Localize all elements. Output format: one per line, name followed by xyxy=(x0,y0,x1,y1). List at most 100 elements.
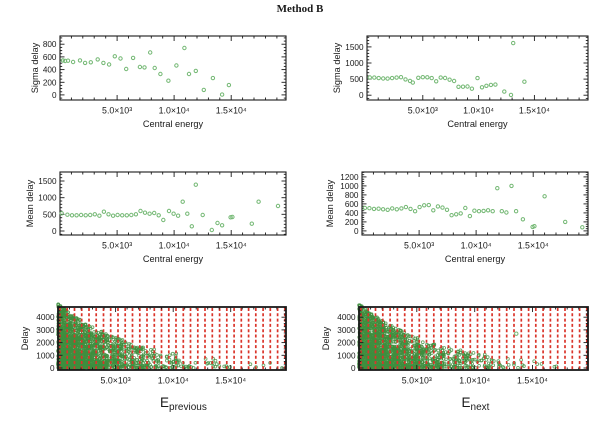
plot-delay-vs-e-previous: 5.0×10³ 1.0×10⁴ 1.5×10⁴ 0 1000 2000 3000 4000 De… xyxy=(20,302,287,413)
data-point xyxy=(463,205,468,211)
cloud-point xyxy=(427,356,432,361)
y-tick-label: 0 xyxy=(52,91,57,100)
cloud-point xyxy=(484,358,489,362)
data-point xyxy=(456,84,461,90)
cloud-point xyxy=(363,320,368,324)
data-point xyxy=(118,56,123,61)
cloud-point xyxy=(368,314,372,319)
cloud-point xyxy=(120,352,124,357)
cloud-point xyxy=(400,335,404,340)
cloud-point xyxy=(519,358,523,362)
data-point xyxy=(389,75,395,81)
cloud-point xyxy=(86,325,90,330)
cloud-point xyxy=(391,326,396,330)
cloud-point xyxy=(62,361,66,366)
x-tick-label: 1.5×10⁴ xyxy=(517,376,548,386)
cloud-point xyxy=(111,357,115,361)
cloud-point xyxy=(552,364,557,369)
cloud-point xyxy=(69,346,73,351)
x-tick-label: 5.0×10³ xyxy=(402,376,432,386)
cloud-point xyxy=(60,316,65,321)
cloud-point xyxy=(466,365,470,369)
y-tick-label: 0 xyxy=(354,227,359,236)
data-point xyxy=(417,204,422,210)
y-tick-label: 600 xyxy=(43,53,57,62)
cloud-point xyxy=(155,353,159,357)
data-point xyxy=(106,212,111,217)
data-point xyxy=(563,219,568,225)
y-tick-label: 200 xyxy=(345,218,359,227)
cloud-point xyxy=(398,340,403,345)
x-axis-title: Enext xyxy=(462,395,490,413)
cloud-point xyxy=(414,342,419,347)
cloud-point xyxy=(112,360,116,365)
data-point xyxy=(403,77,408,82)
data-point xyxy=(460,84,466,89)
data-point xyxy=(479,85,485,90)
cloud-point xyxy=(77,349,81,353)
plot-delay-vs-e-next: 5.0×10³ 1.0×10⁴ 1.5×10⁴ 0 1000 2000 3000 4000 De… xyxy=(321,303,589,413)
cloud-point xyxy=(465,353,470,357)
y-axis-title: Delay xyxy=(20,326,30,350)
cloud-point xyxy=(392,349,397,353)
data-point xyxy=(376,206,381,211)
cloud-point xyxy=(360,327,364,331)
cloud-point xyxy=(82,359,86,363)
cloud-point xyxy=(406,351,411,356)
data-point xyxy=(78,212,84,218)
cloud-point xyxy=(435,360,440,365)
cloud-point xyxy=(506,357,510,361)
cloud-point xyxy=(70,342,75,347)
cloud-point xyxy=(134,358,139,362)
cloud-point xyxy=(463,359,468,364)
cloud-point xyxy=(97,364,102,368)
data-point xyxy=(133,212,139,217)
cloud-point xyxy=(377,365,382,370)
cloud-point xyxy=(114,362,119,367)
cloud-point xyxy=(421,355,425,359)
y-tick-label: 800 xyxy=(345,191,359,200)
cloud-point xyxy=(69,335,74,340)
y-tick-label: 1200 xyxy=(340,173,359,182)
cloud-point xyxy=(187,364,192,368)
cloud-point xyxy=(111,335,115,340)
cloud-point xyxy=(248,362,253,367)
cloud-point xyxy=(391,358,396,363)
cloud-point xyxy=(84,340,89,344)
data-point xyxy=(511,40,516,46)
y-tick-label: 800 xyxy=(43,40,57,49)
y-tick-label: 2000 xyxy=(36,339,55,348)
data-point xyxy=(485,208,491,213)
cloud-point xyxy=(383,350,388,355)
data-point xyxy=(166,208,172,214)
cloud-point xyxy=(485,355,490,359)
cloud-point xyxy=(369,315,374,319)
cloud-point xyxy=(383,356,388,360)
y-tick-label: 1000 xyxy=(340,182,359,191)
cloud-point xyxy=(377,350,381,355)
data-point xyxy=(399,206,404,211)
cloud-point xyxy=(383,344,388,349)
x-tick-label: 1.5×10⁴ xyxy=(216,241,247,251)
y-tick-label: 3000 xyxy=(36,326,55,335)
cloud-point xyxy=(62,351,66,355)
x-axis-title: Central energy xyxy=(143,119,204,129)
cloud-point xyxy=(535,362,540,366)
y-tick-label: 3000 xyxy=(337,326,356,335)
plot-mean-delay-right: 5.0×10³ 1.0×10⁴ 1.5×10⁴ 0200400600800100012… xyxy=(325,171,589,264)
cloud-point xyxy=(128,362,133,367)
cloud-point xyxy=(363,359,368,364)
cloud-point xyxy=(103,343,108,347)
y-tick-label: 1000 xyxy=(345,59,364,68)
y-tick-label: 400 xyxy=(345,209,359,218)
cloud-point xyxy=(104,332,108,336)
x-tick-label: 5.0×10³ xyxy=(404,241,434,251)
y-tick-label: 1000 xyxy=(337,351,356,360)
cloud-point xyxy=(387,336,392,341)
data-point xyxy=(542,194,547,199)
cloud-point xyxy=(406,353,411,357)
data-point xyxy=(65,58,71,63)
cloud-point xyxy=(119,342,124,347)
cloud-point xyxy=(153,357,158,361)
